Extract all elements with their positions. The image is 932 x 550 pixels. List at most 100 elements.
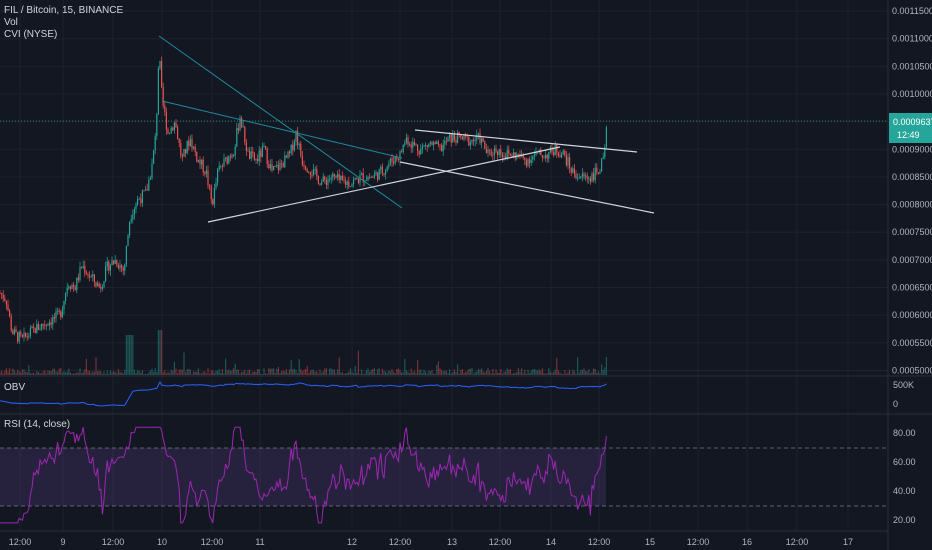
candle-body [50, 322, 52, 325]
volume-bar [50, 371, 52, 375]
candle-body [402, 145, 404, 153]
candle-body [196, 151, 198, 162]
cvi-legend[interactable]: CVI (NYSE) [4, 29, 58, 40]
volume-bar [42, 371, 44, 375]
volume-bar [4, 370, 6, 375]
volume-bar [271, 368, 273, 375]
volume-bar [257, 369, 259, 375]
candle-body [76, 277, 78, 291]
time-tick-label: 12:00 [102, 537, 125, 547]
candle-body [599, 171, 601, 174]
volume-bar [177, 373, 179, 375]
volume-bar [172, 370, 174, 375]
volume-bar [546, 373, 548, 375]
volume-bar [282, 370, 284, 375]
price-candles[interactable] [0, 56, 607, 344]
candle-body [487, 149, 489, 153]
volume-bar [20, 372, 22, 375]
candle-body [58, 310, 60, 313]
volume-bar [178, 369, 180, 375]
obv-legend[interactable]: OBV [4, 382, 26, 393]
volume-bar [132, 335, 134, 375]
volume-bar [273, 368, 275, 375]
trendline-white-lower[interactable] [399, 161, 655, 214]
volume-bar [274, 372, 276, 375]
candle-body [197, 159, 199, 162]
candle-body [415, 144, 417, 146]
volume-bar [589, 373, 591, 375]
candle-body [18, 332, 20, 342]
volume-bar [481, 368, 483, 375]
candle-body [421, 146, 423, 149]
drawn-trendlines[interactable] [158, 35, 655, 223]
volume-bar [293, 368, 295, 375]
candle-body [231, 155, 233, 158]
candle-body [129, 221, 131, 236]
trendline-teal-2[interactable] [161, 100, 403, 159]
time-tick-label: 16 [742, 537, 752, 547]
price-tick-label: 0.0009000 [892, 144, 932, 154]
candle-body [535, 151, 537, 155]
trendline-white-upper[interactable] [414, 129, 638, 153]
volume-bar [349, 368, 351, 375]
candle-body [119, 265, 121, 269]
candle-body [159, 60, 161, 69]
volume-bar [484, 372, 486, 375]
volume-bar [405, 370, 407, 375]
candle-body [530, 159, 532, 164]
volume-bar [577, 357, 579, 375]
candle-body [423, 145, 425, 147]
volume-bar [95, 357, 97, 375]
trendline-white-support[interactable] [207, 146, 561, 223]
trendline-teal-1[interactable] [158, 35, 403, 209]
volume-bar [268, 368, 270, 375]
time-tick-label: 12:00 [9, 537, 32, 547]
candle-body [425, 145, 427, 146]
symbol-legend[interactable]: FIL / Bitcoin, 15, BINANCE [4, 5, 124, 16]
candle-body [20, 332, 22, 335]
candle-body [132, 214, 134, 220]
volume-legend[interactable]: Vol [4, 17, 18, 28]
volume-bar [245, 373, 247, 375]
candle-body [17, 331, 19, 342]
volume-bar [381, 368, 383, 375]
rsi-legend[interactable]: RSI (14, close) [4, 419, 71, 430]
candle-body [437, 141, 439, 145]
volume-bar [519, 371, 521, 375]
volume-bar [436, 364, 438, 375]
time-axis[interactable]: 12:00 9 12:00 10 12:00 11 12 12:00 13 12:00 14 12:0… [9, 537, 853, 547]
candle-body [580, 176, 582, 178]
candle-body [236, 127, 238, 147]
candle-body [348, 181, 350, 187]
volume-bar [247, 370, 249, 375]
volume-bar [562, 373, 564, 375]
volume-bar [25, 371, 27, 375]
volume-bar [573, 371, 575, 375]
volume-bar [281, 371, 283, 375]
volume-bar [489, 370, 491, 375]
volume-bar [261, 373, 263, 375]
time-tick-label: 12:00 [786, 537, 809, 547]
candle-body [204, 172, 206, 174]
volume-bar [319, 369, 321, 375]
volume-bar [169, 372, 171, 375]
candle-body [546, 154, 548, 159]
candle-body [49, 322, 51, 326]
volume-bar [388, 370, 390, 375]
price-axis[interactable]: 0.0011500 0.0011000 0.0010500 0.0010000 0.00… [892, 6, 932, 375]
candle-body [226, 157, 228, 164]
volume-bar [209, 373, 211, 375]
volume-bar [324, 368, 326, 375]
rsi-tick-80: 80.00 [893, 428, 916, 438]
volume-bar [29, 373, 31, 375]
candle-body [322, 176, 324, 183]
last-price-value: 0.0009637 [893, 117, 932, 127]
volume-bar [101, 373, 103, 375]
volume-bar [493, 373, 495, 375]
volume-bar [285, 369, 287, 375]
volume-bar [509, 369, 511, 375]
candle-body [485, 148, 487, 153]
candle-body [591, 173, 593, 182]
volume-bar [433, 373, 435, 375]
